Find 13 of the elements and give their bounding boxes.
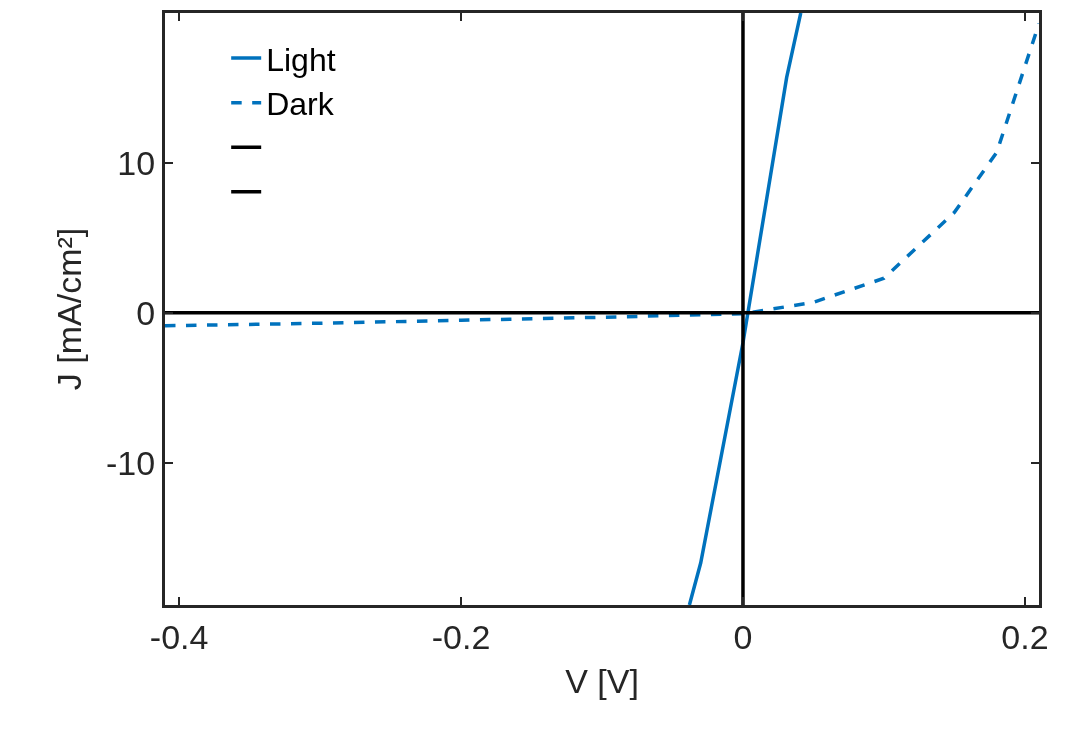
x-tick-label: -0.2 [431,617,491,656]
x-tick-label: 0.2 [1001,617,1049,656]
line-series [687,13,803,605]
y-tick-label: -10 [106,443,156,482]
y-tick-label: 10 [117,143,156,182]
x-axis-title: V [V] [565,662,639,701]
x-tick-label: 0 [733,617,753,656]
y-tick-label: 0 [136,293,156,332]
line-series [165,21,1039,328]
legend-label: Dark [266,86,335,123]
legend-label: Light [266,41,336,78]
y-axis-title: J [mA/cm²] [49,227,88,391]
x-tick-label: -0.4 [149,617,209,656]
